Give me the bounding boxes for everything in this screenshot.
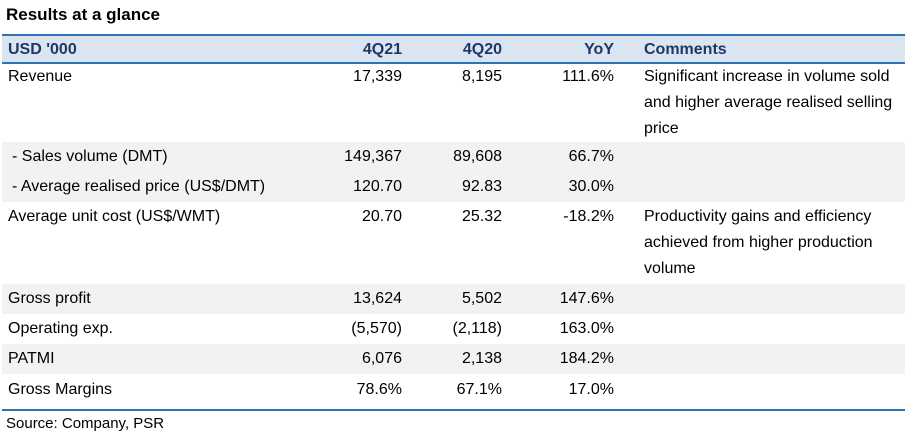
row-yoy: 17.0% bbox=[568, 381, 614, 398]
header-yoy: YoY bbox=[584, 41, 614, 58]
header-label: USD '000 bbox=[8, 41, 77, 58]
table-row-gross-margins: Gross Margins 78.6% 67.1% 17.0% bbox=[2, 374, 905, 405]
row-4q21: 149,367 bbox=[344, 148, 402, 165]
table-row-sales-volume: - Sales volume (DMT) 149,367 89,608 66.7… bbox=[2, 142, 905, 172]
row-comment: Significant increase in volume sold and … bbox=[644, 68, 893, 137]
row-yoy: 163.0% bbox=[559, 320, 614, 337]
table-row-gross-profit: Gross profit 13,624 5,502 147.6% bbox=[2, 284, 905, 314]
row-label: Operating exp. bbox=[8, 320, 113, 337]
header-4q21: 4Q21 bbox=[362, 41, 402, 58]
page-title: Results at a glance bbox=[6, 5, 161, 24]
row-label: Gross profit bbox=[8, 290, 91, 307]
row-4q21: 120.70 bbox=[353, 178, 402, 195]
table-row-patmi: PATMI 6,076 2,138 184.2% bbox=[2, 344, 905, 374]
row-4q21: 17,339 bbox=[353, 68, 402, 85]
row-yoy: -18.2% bbox=[563, 208, 614, 225]
row-4q20: 8,195 bbox=[461, 68, 502, 85]
table-header: USD '000 4Q21 4Q20 YoY Comments bbox=[2, 34, 905, 64]
row-yoy: 111.6% bbox=[562, 68, 614, 85]
row-4q20: 67.1% bbox=[456, 381, 502, 398]
row-4q21: (5,570) bbox=[351, 320, 402, 337]
source-note: Source: Company, PSR bbox=[6, 415, 165, 432]
header-comments: Comments bbox=[644, 41, 727, 58]
row-4q20: 5,502 bbox=[461, 290, 502, 307]
row-yoy: 184.2% bbox=[559, 350, 614, 367]
row-4q21: 6,076 bbox=[361, 350, 402, 367]
table-bottom-rule bbox=[2, 409, 905, 411]
row-4q21: 13,624 bbox=[353, 290, 402, 307]
row-yoy: 30.0% bbox=[568, 178, 614, 195]
row-label: Gross Margins bbox=[8, 381, 113, 398]
header-4q20: 4Q20 bbox=[462, 41, 502, 58]
row-label: - Average realised price (US$/DMT) bbox=[12, 178, 266, 195]
row-4q21: 20.70 bbox=[361, 208, 402, 225]
row-4q20: (2,118) bbox=[452, 320, 502, 337]
row-label: PATMI bbox=[8, 350, 55, 367]
row-4q20: 2,138 bbox=[461, 350, 502, 367]
table-row-revenue: Revenue 17,339 8,195 111.6% Significant … bbox=[2, 64, 905, 142]
table-row-operating-exp: Operating exp. (5,570) (2,118) 163.0% bbox=[2, 314, 905, 344]
table-row-avg-unit-cost: Average unit cost (US$/WMT) 20.70 25.32 … bbox=[2, 202, 905, 284]
row-label: Revenue bbox=[8, 68, 73, 85]
row-yoy: 66.7% bbox=[568, 148, 614, 165]
row-4q21: 78.6% bbox=[356, 381, 402, 398]
row-4q20: 92.83 bbox=[461, 178, 502, 195]
table-row-avg-price: - Average realised price (US$/DMT) 120.7… bbox=[2, 172, 905, 202]
row-label: - Sales volume (DMT) bbox=[12, 148, 168, 165]
results-table: USD '000 4Q21 4Q20 YoY Comments Revenue … bbox=[2, 34, 905, 405]
row-yoy: 147.6% bbox=[559, 290, 614, 307]
row-4q20: 89,608 bbox=[453, 148, 502, 165]
row-label: Average unit cost (US$/WMT) bbox=[8, 208, 221, 225]
row-4q20: 25.32 bbox=[461, 208, 502, 225]
row-comment: Productivity gains and efficiency achiev… bbox=[644, 208, 873, 277]
